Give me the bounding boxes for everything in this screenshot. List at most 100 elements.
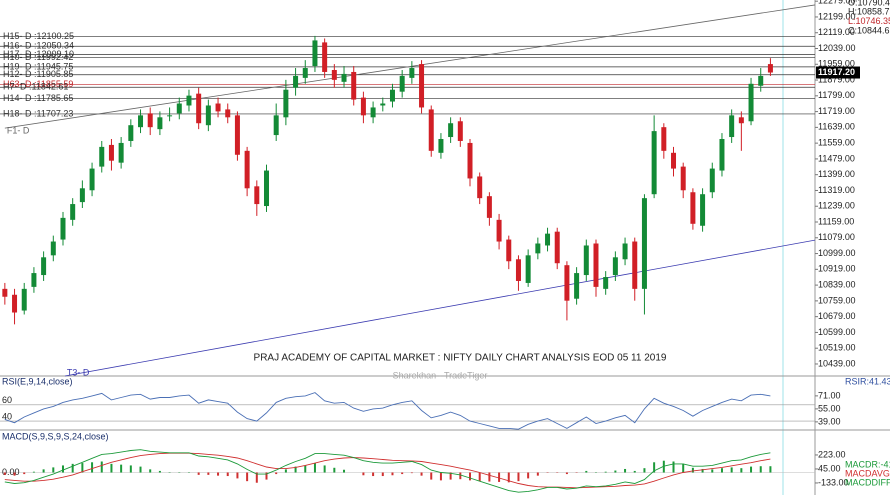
macd-histogram-bar [13,472,16,476]
level-label: H19- D :11945.75 [3,61,73,71]
y-tick-label: 12199.00 [818,11,856,21]
macd-histogram-bar [740,468,743,473]
candle-body [380,103,386,106]
macd-histogram-bar [304,465,307,473]
macd-histogram-bar [158,470,161,473]
candle-body [254,186,260,205]
macd-histogram-bar [120,464,123,473]
candle-body [79,188,85,203]
candle-body [438,139,444,153]
level-label: H7- D :11842.61 [3,82,68,92]
macd-histogram-bar [750,466,753,473]
trendline-label: T3- D [67,367,90,377]
macd-histogram-bar [672,461,675,473]
candle-body [680,166,686,191]
candle-body [583,245,589,276]
macd-histogram-bar [32,471,35,473]
candle-body [545,233,551,246]
candle-body [661,127,667,151]
macd-histogram-bar [265,472,268,480]
macd-histogram-bar [275,472,278,475]
y-tick-label: 11159.00 [818,216,854,226]
macd-histogram-bar [604,471,607,473]
candle-body [273,115,279,136]
macd-histogram-bar [372,472,375,477]
macd-histogram-bar [565,472,568,475]
macd-histogram-bar [100,461,103,473]
macd-histogram-bar [343,469,346,473]
candle-body [632,241,638,289]
candle-body [389,89,395,102]
candle-body [671,152,677,169]
macd-histogram-bar [507,472,510,483]
candle-body [2,288,8,297]
candle-body [41,257,47,276]
macd-histogram-bar [139,466,142,473]
level-label: H17- D :12009.10 [3,49,74,59]
candle-body [234,115,240,155]
panel-title: MACD(S,9,S,9,S,24,close) [2,431,109,441]
y-tick-label: -133.00 [818,477,849,487]
y-tick-label: 11239.00 [818,201,855,211]
candle-body [31,273,37,287]
macd-histogram-bar [217,472,220,476]
macd-histogram-bar [478,472,481,482]
macd-histogram-bar [682,463,685,473]
y-tick-label: 10759.00 [818,295,856,305]
y-tick-label: 10679.00 [818,311,856,321]
signal-line [4,452,771,489]
y-tick-label: 40 [2,411,12,421]
candle-body [108,144,114,161]
y-tick-label: 10439.00 [818,358,856,368]
candle-body [244,150,250,189]
y-tick-label: 223.00 [818,449,846,459]
macd-histogram-bar [536,472,539,476]
candle-body [603,277,609,289]
macd-histogram-bar [226,472,229,477]
macd-histogram-bar [633,470,636,473]
level-label: H15- D :12100.25 [3,31,74,41]
y-tick-label: 60 [2,395,12,405]
candle-body [331,69,337,80]
level-label: H14- D :11785.65 [3,93,73,103]
candle-body [186,95,192,106]
candle-body [467,142,473,179]
candle-body [302,68,308,78]
candle-body [574,273,580,299]
macd-reading: MACDAVG: [845,468,890,478]
ohlc-info: L:10746.35 [848,16,890,26]
candle-body [651,131,657,195]
candle-body [428,109,434,151]
macd-histogram-bar [52,467,55,473]
macd-histogram-bar [23,472,26,475]
y-tick-label: 71.00 [818,390,841,400]
candle-body [496,219,502,242]
candle-body [12,294,18,313]
y-tick-label: 11399.00 [818,169,855,179]
macd-histogram-bar [91,462,94,473]
macd-histogram-bar [730,467,733,473]
macd-reading: MACDR:-41 [845,459,890,469]
candle-body [729,115,735,138]
candle-body [283,89,289,118]
y-tick-label: 11719.00 [818,106,855,116]
candle-body [641,198,647,289]
candle-body [525,255,531,283]
y-tick-label: 10599.00 [818,327,856,337]
macd-histogram-bar [691,467,694,473]
candle-body [60,217,66,240]
candle-body [409,68,415,78]
level-label: H63- D :11855.59 [3,79,73,89]
macd-histogram-bar [246,472,249,482]
candle-body [50,241,56,256]
candle-body [128,125,134,141]
macd-histogram-bar [42,469,45,473]
candle-body [205,105,211,126]
y-tick-label: 0.00 [2,467,20,477]
candle-body [70,204,76,220]
macd-histogram-bar [381,472,384,477]
level-label: H12- D :11905.85 [3,69,73,79]
macd-histogram-bar [255,472,258,483]
macd-histogram-bar [498,472,501,482]
